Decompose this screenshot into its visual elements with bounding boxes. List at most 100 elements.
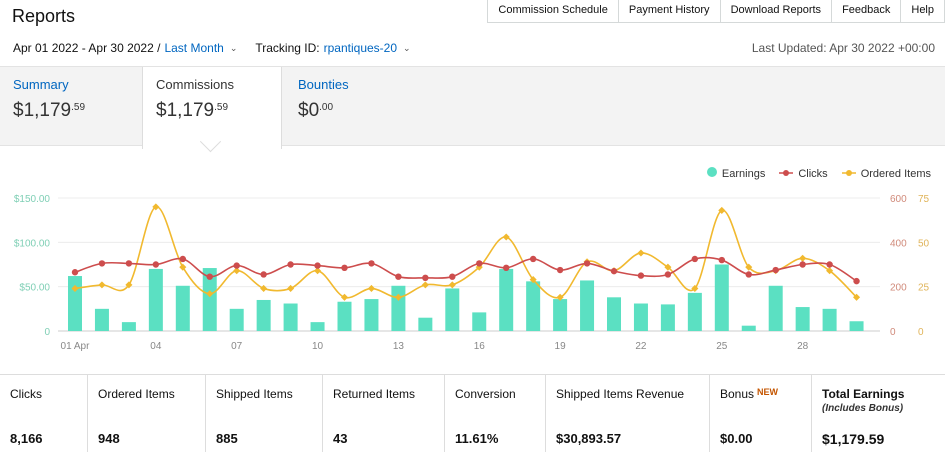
stat-returned-items: Returned Items 43 — [323, 375, 445, 452]
stat-conversion: Conversion 11.61% — [445, 375, 546, 452]
point-ordered-items — [179, 263, 187, 271]
date-preset-dropdown[interactable]: Last Month — [164, 41, 224, 55]
bar-earnings — [768, 285, 783, 331]
bar-earnings — [121, 322, 136, 331]
chevron-down-icon[interactable]: ⌄ — [403, 42, 411, 53]
payment-history-button[interactable]: Payment History — [617, 0, 721, 23]
legend-earnings[interactable]: Earnings — [706, 167, 765, 180]
point-clicks — [98, 260, 106, 267]
bar-earnings — [526, 281, 541, 331]
y-tick-label-clicks: 200 — [890, 283, 907, 294]
tracking-id-dropdown[interactable]: rpantiques-20 — [323, 41, 398, 55]
point-clicks — [610, 267, 618, 275]
bar-earnings — [795, 307, 810, 331]
download-reports-button[interactable]: Download Reports — [719, 0, 833, 23]
point-clicks — [314, 262, 321, 269]
stat-bonus: Bonus NEW $0.00 — [710, 375, 812, 452]
bar-earnings — [202, 268, 217, 331]
bar-earnings — [418, 317, 433, 331]
y-tick-label-left: $50.00 — [19, 283, 50, 294]
bar-earnings — [472, 312, 487, 331]
point-ordered-items — [394, 293, 402, 301]
help-button[interactable]: Help — [900, 0, 945, 23]
point-clicks — [125, 260, 133, 267]
point-ordered-items — [233, 267, 241, 275]
date-range-text: Apr 01 2022 - Apr 30 2022 / — [13, 41, 161, 55]
point-clicks — [529, 255, 537, 263]
y-tick-label-left: $150.00 — [14, 194, 51, 205]
bar-earnings — [499, 268, 514, 331]
point-ordered-items — [287, 284, 295, 292]
point-clicks — [718, 256, 725, 264]
point-clicks — [422, 274, 429, 281]
point-clicks — [260, 271, 267, 278]
bar-earnings — [310, 322, 325, 331]
x-tick-label: 25 — [716, 341, 728, 352]
legend-clicks[interactable]: Clicks — [779, 167, 828, 180]
chevron-down-icon[interactable]: ⌄ — [229, 42, 238, 53]
tab-summary[interactable]: Summary $1,179.59 — [0, 67, 140, 145]
y-tick-label-ordered: 50 — [918, 238, 930, 249]
point-ordered-items — [637, 249, 645, 257]
point-ordered-items — [502, 233, 510, 241]
y-tick-label-ordered: 75 — [918, 194, 930, 205]
point-ordered-items — [125, 281, 133, 289]
point-clicks — [853, 277, 860, 285]
bar-earnings — [633, 303, 648, 331]
point-clicks — [583, 260, 591, 267]
bar-earnings — [660, 304, 675, 331]
point-clicks — [233, 262, 240, 269]
point-ordered-items — [260, 284, 268, 292]
point-ordered-items — [206, 290, 214, 298]
y-tick-label-clicks: 0 — [890, 327, 896, 338]
stat-ordered-items: Ordered Items 948 — [88, 375, 206, 452]
bar-earnings — [391, 285, 406, 331]
y-tick-label-left: $100.00 — [14, 238, 51, 249]
tab-bounties[interactable]: Bounties $0.00 — [285, 67, 425, 145]
point-clicks — [637, 272, 645, 279]
bar-earnings — [714, 264, 729, 331]
y-tick-label-left: 0 — [44, 327, 50, 338]
y-tick-label-clicks: 600 — [890, 194, 907, 205]
bar-earnings — [175, 285, 190, 331]
line-ordered-items — [74, 206, 858, 299]
y-tick-label-clicks: 400 — [890, 238, 907, 249]
point-clicks — [826, 261, 833, 268]
stat-shipped-items: Shipped Items 885 — [206, 375, 323, 452]
point-ordered-items — [314, 267, 322, 275]
last-updated-text: Last Updated: Apr 30 2022 +00:00 — [751, 41, 935, 55]
point-clicks — [341, 264, 348, 272]
point-ordered-items — [853, 293, 861, 301]
point-clicks — [799, 261, 806, 268]
x-tick-label: 22 — [635, 341, 647, 352]
bar-earnings — [822, 308, 837, 331]
point-clicks — [368, 260, 375, 267]
bar-earnings — [364, 299, 379, 331]
tab-value: $1,179.59 — [156, 100, 229, 121]
point-ordered-items — [556, 293, 564, 301]
bar-earnings — [445, 288, 460, 331]
point-clicks — [449, 273, 456, 280]
point-ordered-items — [691, 284, 699, 292]
point-clicks — [476, 260, 483, 267]
tab-label: Bounties — [298, 77, 349, 92]
commission-schedule-button[interactable]: Commission Schedule — [487, 0, 619, 23]
x-tick-label: 04 — [150, 341, 162, 352]
x-tick-label: 07 — [231, 341, 243, 352]
point-clicks — [71, 269, 79, 276]
point-clicks — [287, 261, 294, 268]
y-tick-label-ordered: 25 — [918, 283, 930, 294]
feedback-button[interactable]: Feedback — [831, 0, 902, 23]
bar-earnings — [68, 276, 82, 331]
page-title: Reports — [12, 6, 76, 26]
tab-value: $1,179.59 — [13, 100, 86, 121]
legend-ordered-items[interactable]: Ordered Items — [841, 167, 931, 180]
bar-earnings — [94, 308, 109, 331]
chart-legend: Earnings Clicks Ordered Items — [693, 167, 931, 180]
point-ordered-items — [71, 284, 79, 292]
x-tick-label: 16 — [474, 341, 486, 352]
tab-value: $0.00 — [298, 100, 334, 121]
point-clicks — [772, 266, 779, 274]
point-ordered-items — [529, 276, 537, 284]
x-tick-label: 01 Apr — [61, 341, 91, 352]
